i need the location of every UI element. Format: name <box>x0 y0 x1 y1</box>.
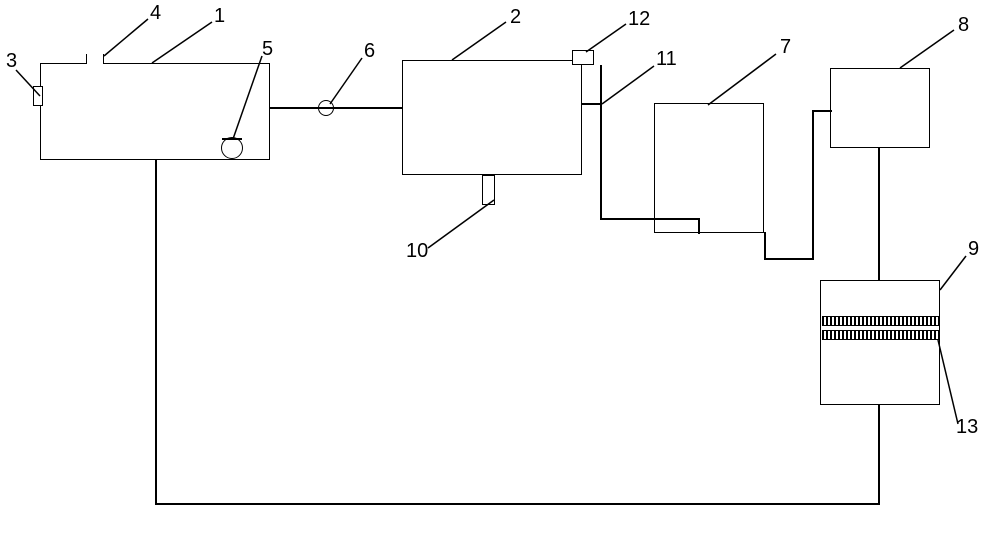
label-l13: 13 <box>956 416 978 439</box>
label-l1: 1 <box>214 5 225 28</box>
label-l10: 10 <box>406 240 428 263</box>
label-l2: 2 <box>510 6 521 29</box>
label-l12: 12 <box>628 8 650 31</box>
leader-0 <box>104 19 148 56</box>
label-l6: 6 <box>364 40 375 63</box>
label-l8: 8 <box>958 14 969 37</box>
diagram-canvas: 12345678910111213 <box>0 0 1000 549</box>
label-l7: 7 <box>780 36 791 59</box>
leader-layer <box>0 0 1000 549</box>
leader-12 <box>16 70 40 96</box>
label-l9: 9 <box>968 238 979 261</box>
leader-5 <box>586 24 626 52</box>
leader-2 <box>233 56 262 139</box>
leader-7 <box>428 200 494 248</box>
leader-3 <box>330 58 362 104</box>
leader-6 <box>602 66 654 104</box>
leader-11 <box>938 340 958 424</box>
leader-1 <box>152 22 212 63</box>
leader-9 <box>900 30 954 68</box>
leader-10 <box>940 256 966 290</box>
label-l3: 3 <box>6 50 17 73</box>
leader-8 <box>708 54 776 105</box>
label-l4: 4 <box>150 2 161 25</box>
label-l5: 5 <box>262 38 273 61</box>
label-l11: 11 <box>656 48 677 71</box>
leader-4 <box>452 22 506 60</box>
